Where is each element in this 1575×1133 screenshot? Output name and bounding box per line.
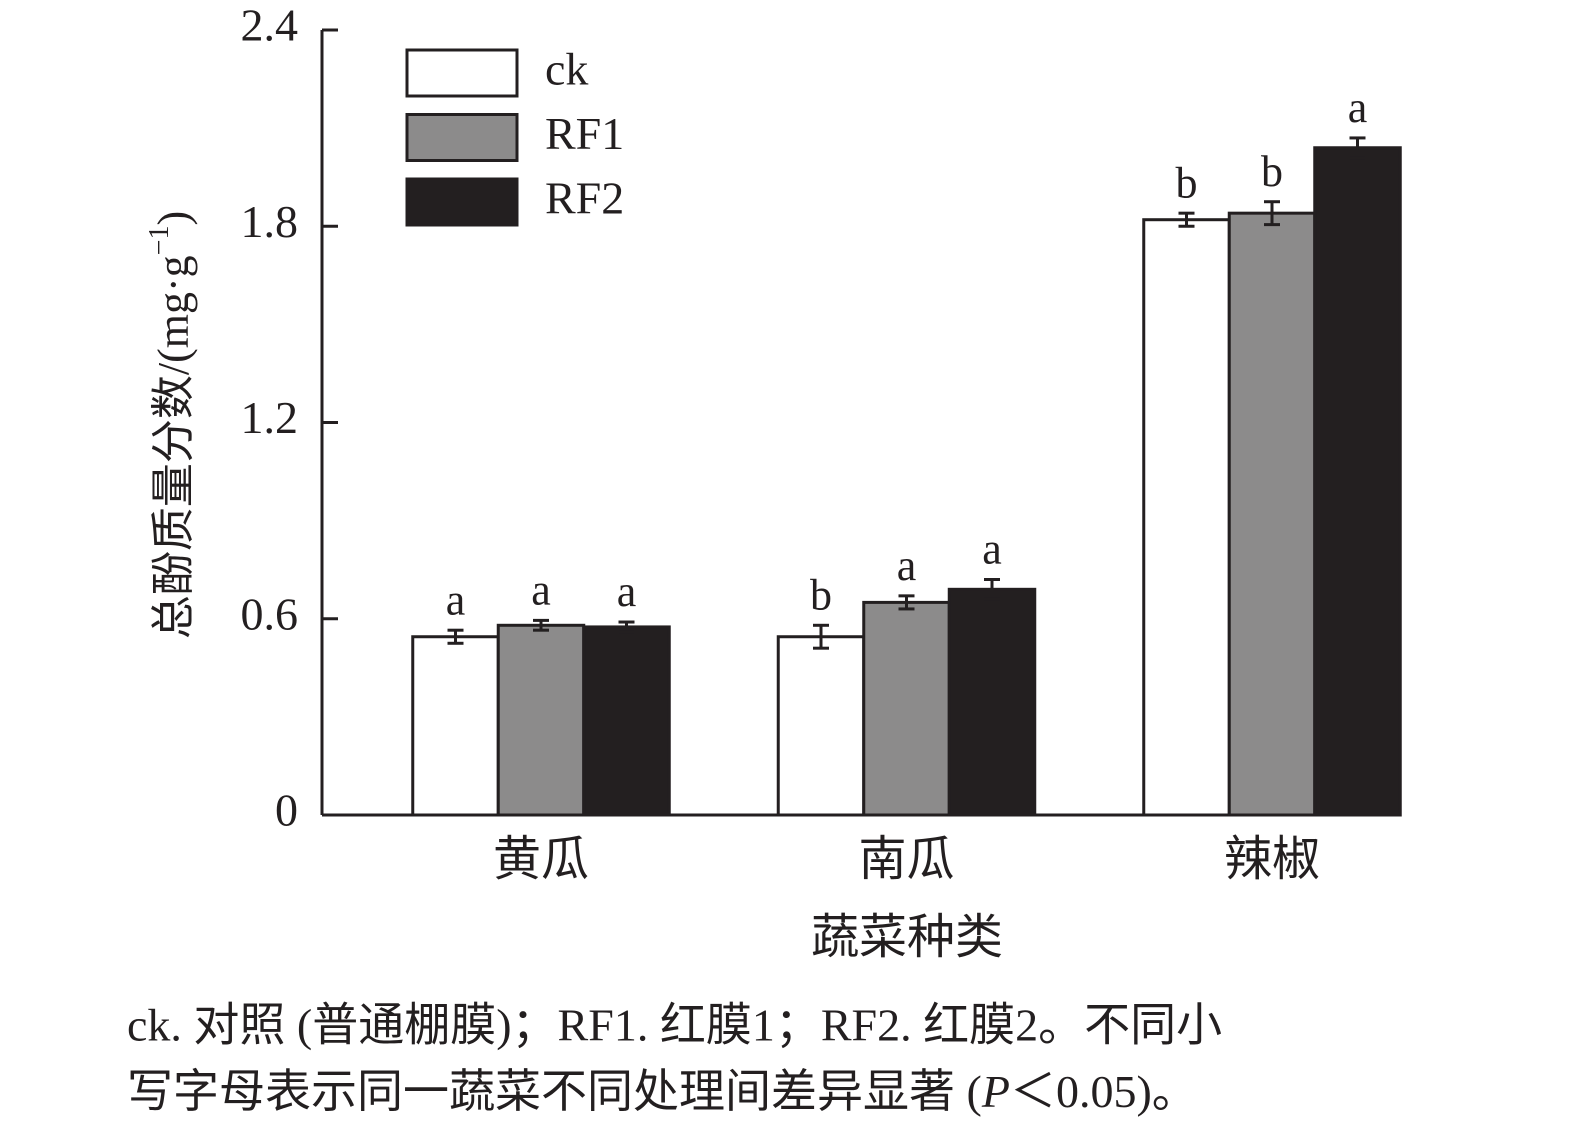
x-tick-label: 黄瓜 [493,833,589,886]
caption-part: 写字母表示同一蔬菜不同处理间差异显著 ( [127,1066,982,1117]
error-bar [898,594,915,611]
bar [776,635,866,817]
bar [1227,211,1317,817]
y-tick-label: 0 [275,785,298,836]
error-bar [1178,211,1195,228]
significance-letter: b [810,570,832,619]
error-bar [618,620,635,634]
caption-line: ck. 对照 (普通棚膜)；RF1. 红膜1；RF2. 红膜2。不同小 [127,1000,1222,1051]
significance-letter: b [1261,147,1283,196]
bar [862,600,951,817]
significance-letter: a [982,525,1002,574]
x-tick-label: 南瓜 [858,833,954,886]
bar [582,625,671,817]
legend-swatch [405,177,519,227]
y-axis-label: 总酚质量分数/(mg·g−1) [144,211,198,639]
bar [1313,146,1402,817]
x-axis-label: 蔬菜种类 [811,911,1003,964]
x-tick-label: 辣椒 [1224,833,1320,886]
significance-letter: a [897,541,917,590]
significance-letter: a [531,565,551,614]
y-tick-label: 2.4 [241,0,299,51]
significance-letter: b [1176,158,1198,207]
significance-letter: a [1348,83,1368,132]
caption-part: ＜0.05)。 [1010,1066,1198,1117]
bar [1142,218,1231,817]
error-bar [447,628,464,645]
error-bar [533,618,549,632]
y-label-sup: −1 [144,226,175,256]
significance-letter: a [617,567,637,616]
y-label-end: ) [149,211,198,226]
caption-line: 写字母表示同一蔬菜不同处理间差异显著 (P＜0.05)。 [127,1066,1198,1117]
legend-label: RF1 [545,108,624,159]
error-bar [1349,136,1366,160]
y-tick-label: 1.2 [241,392,299,443]
error-bar [984,578,1000,601]
bar [496,623,586,817]
error-bar [1264,200,1280,227]
bar [411,635,500,817]
legend-label: ck [545,44,588,95]
y-tick-label: 1.8 [241,196,299,247]
bar [947,587,1037,817]
y-tick-label: 0.6 [241,588,299,639]
error-bar [813,623,829,650]
legend-swatch [405,48,519,98]
legend-swatch [405,113,519,162]
caption-part: P [981,1066,1010,1117]
significance-letter: a [446,575,466,624]
legend-label: RF2 [545,173,624,224]
y-label-main: 总酚质量分数/(mg·g [149,255,198,639]
